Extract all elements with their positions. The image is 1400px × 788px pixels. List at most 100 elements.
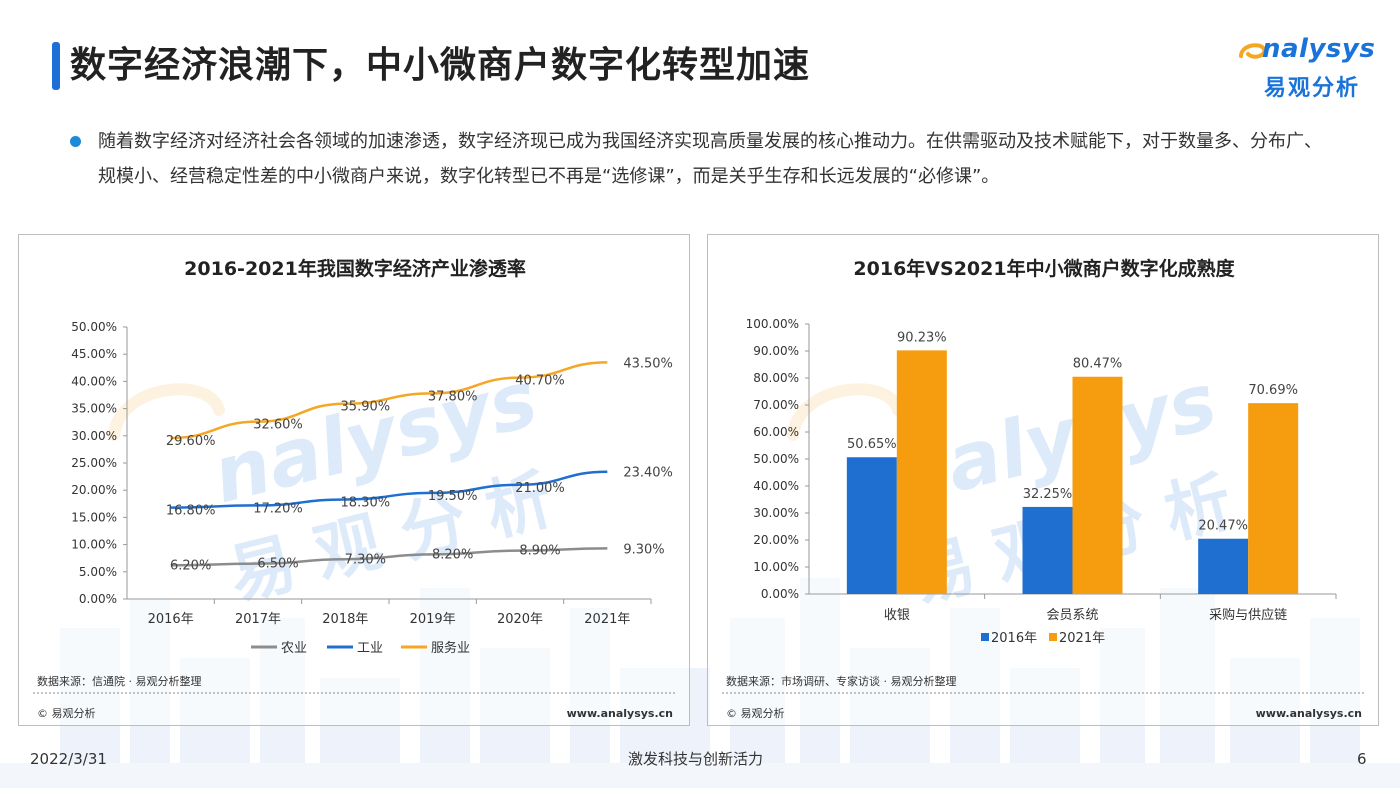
logo-word: nalysys xyxy=(1262,34,1376,64)
x-tick-label: 收银 xyxy=(884,608,910,623)
x-tick-label: 采购与供应链 xyxy=(1209,607,1287,623)
data-label: 29.60% xyxy=(166,434,216,449)
data-label: 8.90% xyxy=(519,544,560,559)
line-chart-series: 6.20% 6.50% 7.30% 8.20% 8.90% 9.30% 16.80% 17.2… xyxy=(166,356,673,573)
copyright: © 易观分析 xyxy=(726,706,785,720)
data-label: 7.30% xyxy=(345,552,386,567)
bar-1 xyxy=(1072,376,1123,594)
bar-0 xyxy=(1022,506,1073,594)
footer-date: 2022/3/31 xyxy=(30,750,107,768)
y-tick-label: 0.00% xyxy=(79,592,117,606)
chart-title: 2016年VS2021年中小微商户数字化成熟度 xyxy=(853,257,1235,280)
y-tick-label: 60.00% xyxy=(753,425,799,439)
x-tick-label: 2021年 xyxy=(584,612,630,627)
series-line-1 xyxy=(170,470,608,509)
y-tick-label: 50.00% xyxy=(753,452,799,466)
y-tick-label: 10.00% xyxy=(71,538,117,552)
y-tick-label: 25.00% xyxy=(71,456,117,470)
data-label: 8.20% xyxy=(432,547,473,562)
bar-chart-panel: nalysys 易观分析 2016年VS2021年中小微商户数字化成熟度 0.0… xyxy=(707,234,1379,726)
y-tick-label: 20.00% xyxy=(71,483,117,497)
bar-data-label: 20.47% xyxy=(1198,519,1248,534)
page-title: 数字经济浪潮下，中小微商户数字化转型加速 xyxy=(70,45,811,86)
legend-label: 服务业 xyxy=(431,640,470,656)
analysys-logo: nalysys 易观分析 xyxy=(1236,34,1376,104)
y-tick-label: 70.00% xyxy=(753,398,799,412)
line-chart-panel: nalysys 易观分析 2016-2021年我国数字经济产业渗透率 0.00%… xyxy=(18,234,690,726)
legend-item-0: 农业 xyxy=(251,641,307,656)
data-label: 43.50% xyxy=(623,356,673,371)
y-tick-label: 30.00% xyxy=(71,429,117,443)
line-chart: nalysys 易观分析 2016-2021年我国数字经济产业渗透率 0.00%… xyxy=(33,257,677,720)
data-label: 9.30% xyxy=(623,542,664,557)
y-tick-label: 15.00% xyxy=(71,510,117,524)
y-tick-label: 20.00% xyxy=(753,533,799,547)
bar-data-label: 50.65% xyxy=(847,437,897,452)
data-label: 19.50% xyxy=(428,489,478,504)
legend-item-2: 服务业 xyxy=(401,640,470,656)
data-label: 21.00% xyxy=(515,481,565,496)
chart-title: 2016-2021年我国数字经济产业渗透率 xyxy=(184,257,526,280)
y-tick-label: 0.00% xyxy=(761,587,799,601)
bar-data-label: 70.69% xyxy=(1248,383,1298,398)
series-line-0 xyxy=(170,547,608,567)
data-label: 16.80% xyxy=(166,504,216,519)
x-tick-label: 2017年 xyxy=(235,612,281,627)
legend-label: 2021年 xyxy=(1059,631,1105,646)
series-line-2 xyxy=(170,361,608,440)
data-label: 32.60% xyxy=(253,418,303,433)
data-label: 18.30% xyxy=(341,495,391,510)
bar-data-label: 90.23% xyxy=(897,330,947,345)
website-link[interactable]: www.analysys.cn xyxy=(1256,707,1362,720)
bar-data-label: 32.25% xyxy=(1023,487,1073,502)
footer-slogan: 激发科技与创新活力 xyxy=(628,750,764,768)
bar-data-label: 80.47% xyxy=(1073,357,1123,372)
line-chart-axes: 0.00% 5.00% 10.00% 15.00% 20.00% 25.00% 30.00%… xyxy=(71,320,652,627)
y-tick-label: 45.00% xyxy=(71,347,117,361)
bullet-paragraph: 随着数字经济对经济社会各领域的加速渗透，数字经济现已成为我国经济实现高质量发展的… xyxy=(98,131,1322,187)
y-tick-label: 30.00% xyxy=(753,506,799,520)
data-source: 数据来源：信通院 · 易观分析整理 xyxy=(37,674,202,688)
data-label: 37.80% xyxy=(428,389,478,404)
y-tick-label: 35.00% xyxy=(71,402,117,416)
x-tick-label: 2018年 xyxy=(322,612,368,627)
copyright: © 易观分析 xyxy=(37,706,96,720)
data-label: 23.40% xyxy=(623,466,673,481)
x-tick-label: 2020年 xyxy=(497,612,543,627)
legend-item-0: 2016年 xyxy=(981,631,1037,646)
line-chart-legend: 农业 工业 服务业 xyxy=(251,640,470,656)
page-number: 6 xyxy=(1357,750,1367,768)
x-tick-label: 2019年 xyxy=(410,612,456,627)
bar-1 xyxy=(896,350,947,594)
legend-swatch xyxy=(1049,633,1057,641)
data-source: 数据来源：市场调研、专家访谈 · 易观分析整理 xyxy=(726,674,957,688)
bar-chart-legend: 2016年 2021年 xyxy=(981,631,1105,646)
bar-chart: nalysys 易观分析 2016年VS2021年中小微商户数字化成熟度 0.0… xyxy=(722,257,1366,720)
y-tick-label: 90.00% xyxy=(753,344,799,358)
legend-swatch xyxy=(981,633,989,641)
bar-chart-series: 50.65% 90.23% 32.25% 80.47% 20.47% 70.69% xyxy=(846,330,1299,594)
legend-label: 农业 xyxy=(281,641,307,656)
data-label: 6.20% xyxy=(170,558,211,573)
y-tick-label: 50.00% xyxy=(71,320,117,334)
y-tick-label: 40.00% xyxy=(71,374,117,388)
x-tick-label: 2016年 xyxy=(148,612,194,627)
legend-item-1: 工业 xyxy=(327,641,383,656)
website-link[interactable]: www.analysys.cn xyxy=(567,707,673,720)
y-tick-label: 40.00% xyxy=(753,479,799,493)
bullet-dot xyxy=(70,136,81,147)
data-label: 6.50% xyxy=(257,557,298,572)
data-label: 40.70% xyxy=(515,374,565,389)
y-tick-label: 80.00% xyxy=(753,371,799,385)
logo-swoosh-icon xyxy=(1239,43,1267,59)
data-label: 35.90% xyxy=(341,400,391,415)
y-tick-label: 5.00% xyxy=(79,565,117,579)
bar-1 xyxy=(1248,403,1299,594)
legend-label: 2016年 xyxy=(991,631,1037,646)
data-label: 17.20% xyxy=(253,501,303,516)
bar-chart-axes: 0.00% 10.00% 20.00% 30.00% 40.00% 50.00% 60.00… xyxy=(746,317,1337,623)
x-tick-label: 会员系统 xyxy=(1046,608,1098,623)
logo-chinese: 易观分析 xyxy=(1264,76,1361,101)
bar-0 xyxy=(846,457,897,594)
title-accent-bar xyxy=(52,42,60,90)
